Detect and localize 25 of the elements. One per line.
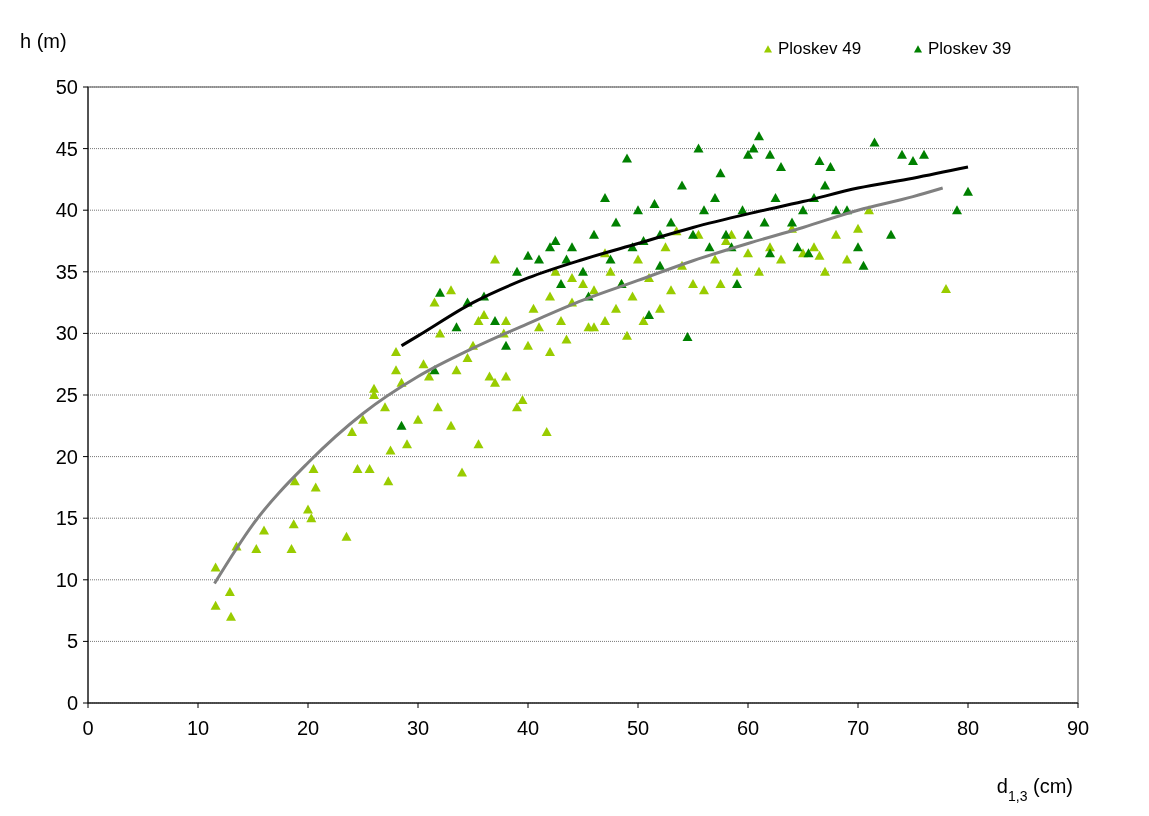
y-tick-label: 25 [55,384,78,406]
x-tick-label: 80 [956,717,980,739]
y-tick-label: 40 [55,199,78,222]
y-tick-label: 30 [55,322,78,345]
y-tick-label: 45 [55,137,78,160]
x-axis-title: d$_{1,3}$ (cm) [996,775,1073,804]
x-tick-label: 20 [296,717,320,739]
x-tick-label: 70 [846,717,870,739]
x-tick-label: 60 [736,717,760,739]
x-tick-label: 90 [1066,717,1090,739]
y-tick-label: 5 [66,630,78,653]
y-tick-label: 10 [55,568,78,591]
y-tick-label: 20 [55,445,78,468]
y-tick-label: 15 [55,507,78,530]
y-tick-label: 0 [66,692,78,714]
y-tick-label: 50 [55,76,78,98]
legend-label: Ploskev 49 [778,39,862,58]
x-tick-label: 10 [186,717,210,739]
x-tick-label: 50 [626,717,650,739]
y-axis-title: h (m) [20,30,67,52]
y-tick-label: 35 [55,260,78,283]
legend-label: Ploskev 39 [928,39,1012,58]
x-tick-label: 0 [82,717,94,739]
x-tick-label: 30 [406,717,430,739]
x-tick-label: 40 [516,717,540,739]
